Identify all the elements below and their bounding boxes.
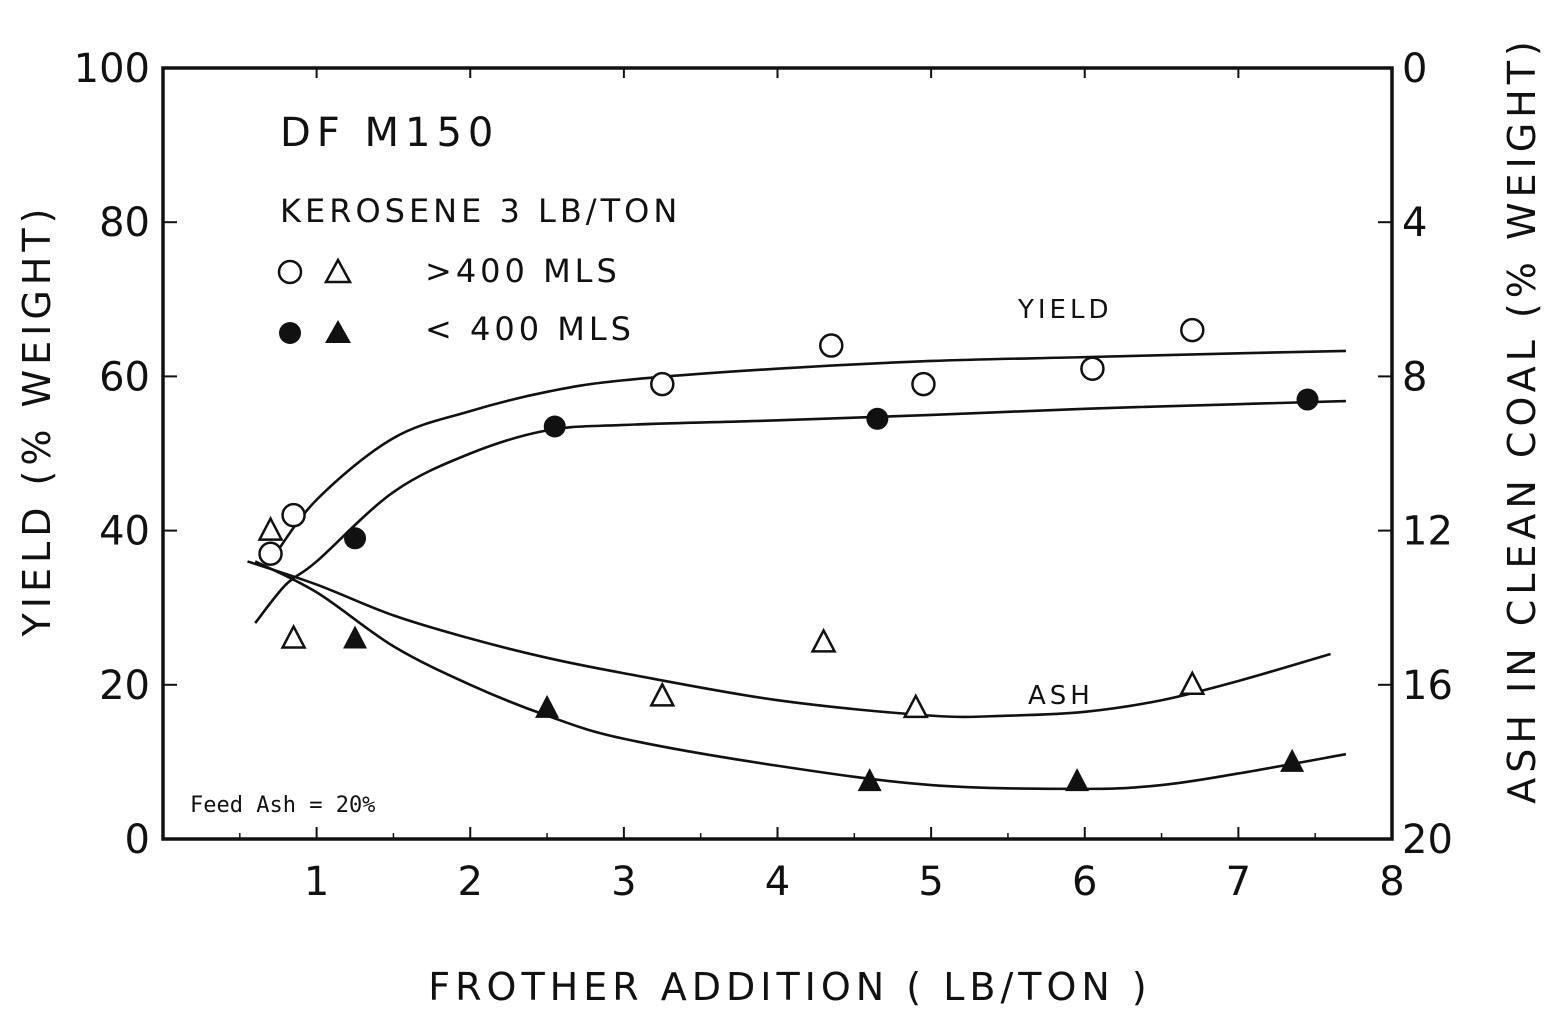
x-tick-label: 4 [765, 859, 790, 905]
x-tick-label: 8 [1379, 859, 1404, 905]
ash-curve [247, 560, 1331, 719]
plot-frame [161, 66, 1394, 841]
y2-axis-title: ASH IN CLEAN COAL (% WEIGHT) [1500, 36, 1544, 804]
y-tick-label: 80 [99, 200, 150, 246]
yield-curve [254, 399, 1346, 624]
x-tick-label: 3 [611, 859, 636, 905]
yield-curve [269, 349, 1346, 563]
y2-tick-label: 4 [1402, 200, 1427, 246]
y-tick-label: 100 [74, 46, 150, 92]
x-tick-label: 5 [918, 859, 943, 905]
yield-point-filled [1296, 388, 1319, 411]
yield-point-filled [543, 415, 566, 438]
legend-open-circle-icon [277, 259, 303, 285]
y-tick-label: 40 [99, 509, 150, 555]
ash-point-open [257, 515, 284, 541]
yield-point-open [650, 371, 675, 397]
x-tick-label: 2 [458, 859, 483, 905]
yield-point-open [258, 541, 283, 566]
yield-point-filled [866, 407, 889, 430]
legend-entry-label: < 400 MLS [425, 310, 635, 348]
x-tick-label: 1 [304, 859, 329, 905]
y2-tick-label: 12 [1402, 509, 1453, 555]
feed-ash-note: Feed Ash = 20% [190, 793, 375, 818]
ash-curve [254, 560, 1347, 791]
legend: DF M150 KEROSENE 3 LB/TON >400 MLS < 400… [277, 110, 681, 348]
ash-point-open [1179, 670, 1206, 696]
yield-point-open [911, 371, 936, 397]
x-ticks: 1 2 3 4 5 6 7 8 [239, 68, 1405, 905]
legend-entry-label: >400 MLS [425, 252, 621, 290]
ash-point-filled [1065, 768, 1090, 792]
yield-point-open [1080, 356, 1105, 381]
y-tick-label: 0 [125, 817, 150, 863]
yield-point-open [281, 502, 306, 528]
y-tick-label: 60 [99, 354, 150, 400]
y2-tick-label: 8 [1402, 354, 1427, 400]
curves [247, 349, 1347, 791]
ash-curve-label: ASH [1028, 681, 1094, 711]
ash-point-open [902, 693, 929, 719]
x-tick-label: 7 [1226, 859, 1251, 905]
y-axis-title: YIELD (% WEIGHT) [15, 204, 59, 638]
chart-title: DF M150 [280, 110, 499, 156]
yield-curve-label: YIELD [1017, 295, 1112, 325]
x-tick-label: 6 [1072, 859, 1097, 905]
legend-filled-triangle-icon [325, 320, 351, 343]
legend-filled-circle-icon [279, 322, 301, 344]
y-tick-label: 20 [99, 663, 150, 709]
ash-point-open [649, 681, 676, 707]
yield-point-open [1180, 317, 1205, 343]
legend-open-triangle-icon [323, 257, 353, 284]
ash-point-filled [1280, 748, 1305, 772]
chart-subtitle: KEROSENE 3 LB/TON [280, 192, 681, 230]
markers [257, 317, 1319, 792]
yield-point-open [819, 333, 844, 358]
ash-point-open [280, 623, 307, 649]
yield-point-filled [344, 527, 367, 550]
ash-point-open [810, 627, 837, 653]
y2-tick-label: 0 [1402, 46, 1427, 92]
ash-point-filled [857, 768, 882, 792]
y2-ticks: 20 16 12 8 4 0 [1378, 46, 1453, 863]
x-axis-title: FROTHER ADDITION ( LB/TON ) [428, 965, 1151, 1009]
ash-point-filled [535, 694, 560, 718]
y2-tick-label: 16 [1402, 663, 1453, 709]
y-ticks: 0 20 40 60 80 100 [74, 46, 177, 863]
ash-point-filled [343, 625, 368, 649]
y2-tick-label: 20 [1402, 817, 1453, 863]
